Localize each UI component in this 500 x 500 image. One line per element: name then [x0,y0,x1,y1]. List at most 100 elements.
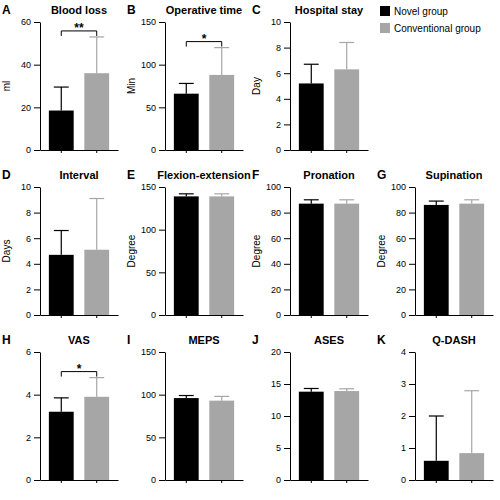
x-axis [166,150,244,153]
x-tick-mark [186,150,187,153]
x-tick-mark [96,315,97,318]
error-bar [464,200,479,204]
x-tick [311,150,312,153]
bar [84,250,109,315]
y-tick-label: 0 [151,475,156,485]
y-tick-mark [284,352,290,353]
panel-label: B [127,3,136,17]
y-tick-label: 60 [21,17,31,27]
y-axis-line [165,23,166,151]
y-axis: 050100150 [141,17,166,155]
y-axis: 05101520 [271,347,291,485]
panel-title: Hospital stay [295,4,364,16]
y-tick-mark [159,187,165,188]
y-tick: 0 [26,310,40,320]
x-axis-line [166,150,244,151]
y-tick-label: 150 [141,182,156,192]
y-axis: 01234 [401,347,416,485]
significance-label: ** [74,21,84,35]
plot-area [49,378,109,480]
y-tick-mark [34,352,40,353]
y-tick: 2 [276,120,290,130]
x-axis [41,480,119,483]
panel-title: Pronation [303,169,355,181]
y-tick-mark [284,448,290,449]
y-tick-label: 150 [141,17,156,27]
x-tick [436,480,437,483]
x-axis-line [166,480,244,481]
y-tick-mark [409,448,415,449]
y-tick: 6 [26,347,40,357]
x-tick-mark [96,150,97,153]
panel-title: Interval [59,169,98,181]
y-tick-label: 4 [401,347,406,357]
y-tick: 2 [401,411,415,421]
x-tick [311,315,312,318]
y-tick-label: 20 [21,103,31,113]
x-axis [291,150,369,153]
y-tick-mark [284,99,290,100]
y-axis: 0246810 [271,17,291,155]
panel-label: D [2,168,11,182]
y-tick-label: 100 [141,225,156,235]
y-tick-mark [409,264,415,265]
error-bar-cap [214,193,229,194]
y-tick-mark [159,352,165,353]
panel-label: F [252,168,259,182]
y-tick: 4 [276,94,290,104]
panel: 05101520JASES [252,333,369,485]
y-tick-label: 6 [26,234,31,244]
y-tick: 4 [26,390,40,400]
y-tick: 80 [271,208,290,218]
y-axis-title: Degree [376,234,387,267]
y-axis: 0246 [26,347,41,485]
error-bar-cap [304,199,319,200]
error-bar [89,378,104,397]
y-tick-label: 60 [271,234,281,244]
x-tick [311,480,312,483]
y-tick-mark [284,124,290,125]
error-bar-cap [179,395,194,396]
y-tick: 150 [141,17,165,27]
error-bar-cap [429,200,444,201]
x-axis [416,315,494,318]
x-tick-mark [186,315,187,318]
y-tick-mark [159,272,165,273]
error-bar [304,388,319,391]
y-tick: 1 [401,443,415,453]
panel: 020406080100GSupinationDegree [376,168,494,320]
error-bar [179,396,194,399]
y-axis-title: Degree [251,234,262,267]
plot-area [174,48,234,150]
x-axis-line [41,480,119,481]
panel-title: Operative time [166,4,242,16]
panel-title: Blood loss [51,4,107,16]
error-bar-stem [221,396,222,400]
y-tick: 80 [396,208,415,218]
plot-area [49,199,109,315]
y-tick-label: 0 [151,310,156,320]
y-tick-mark [284,480,290,481]
error-bar-cap [214,47,229,48]
y-tick-label: 100 [141,60,156,70]
y-tick-label: 150 [141,347,156,357]
y-tick-mark [159,22,165,23]
x-axis-line [416,480,494,481]
y-tick-mark [409,213,415,214]
y-tick: 40 [271,259,290,269]
plot-area [299,42,359,150]
bar [334,204,359,315]
x-axis-line [291,150,369,151]
y-tick-mark [284,384,290,385]
bar [299,204,324,315]
error-bar-cap [54,397,69,398]
bar [174,196,199,315]
error-bar-stem [186,83,187,93]
y-tick-mark [409,480,415,481]
y-tick-mark [409,416,415,417]
y-tick: 0 [151,145,165,155]
x-tick-mark [436,315,437,318]
y-tick: 0 [276,310,290,320]
y-tick-mark [284,187,290,188]
y-tick-label: 100 [391,182,406,192]
